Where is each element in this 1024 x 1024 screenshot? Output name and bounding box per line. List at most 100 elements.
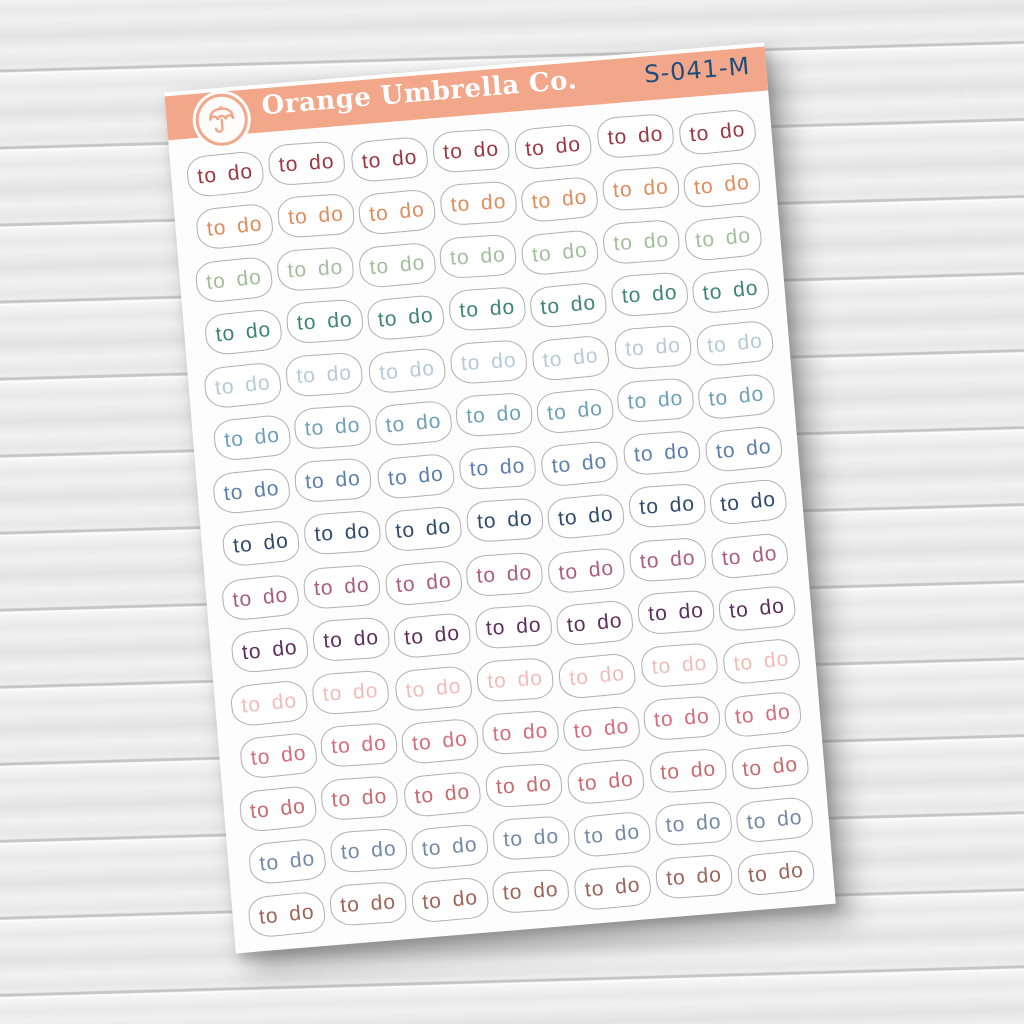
sticker-label: to do — [331, 784, 389, 811]
sticker: to do — [410, 876, 490, 924]
sticker: to do — [293, 404, 372, 451]
sticker: to do — [392, 611, 472, 660]
sticker: to do — [246, 890, 327, 939]
sticker-label: to do — [458, 295, 516, 322]
sticker: to do — [602, 218, 681, 266]
sticker: to do — [573, 863, 653, 912]
sticker: to do — [449, 339, 528, 386]
sticker-label: to do — [611, 174, 669, 202]
sticker-label: to do — [205, 265, 263, 294]
sticker: to do — [465, 550, 545, 597]
sticker-label: to do — [542, 343, 600, 373]
sticker: to do — [708, 478, 789, 527]
sticker-label: to do — [502, 877, 560, 905]
sticker: to do — [311, 669, 391, 716]
sticker: to do — [613, 324, 693, 371]
sticker: to do — [212, 413, 293, 463]
sticker-label: to do — [232, 529, 290, 558]
sticker-label: to do — [707, 382, 766, 411]
sticker-label: to do — [632, 439, 691, 467]
sticker-label: to do — [539, 290, 598, 319]
sticker: to do — [194, 202, 275, 251]
sticker: to do — [357, 188, 437, 237]
sticker: to do — [703, 425, 784, 474]
sticker: to do — [491, 868, 571, 915]
sticker-label: to do — [295, 307, 353, 335]
sticker-label: to do — [638, 492, 696, 520]
sticker-label: to do — [495, 771, 553, 799]
sticker-label: to do — [745, 805, 804, 834]
sticker-label: to do — [584, 872, 642, 902]
sticker: to do — [465, 497, 544, 544]
sticker-label: to do — [732, 646, 791, 675]
sticker-label: to do — [411, 726, 469, 755]
sticker: to do — [639, 641, 719, 689]
sticker-label: to do — [646, 597, 705, 625]
sticker-label: to do — [720, 540, 779, 570]
sticker: to do — [528, 281, 609, 330]
sticker-label: to do — [465, 401, 523, 428]
sticker: to do — [561, 704, 642, 753]
sticker-grid: to do to do to do to do to do to do to do to do… — [185, 102, 819, 942]
sticker-label: to do — [312, 572, 371, 600]
sticker-label: to do — [214, 317, 273, 347]
sticker-label: to do — [556, 502, 615, 531]
sticker: to do — [531, 334, 611, 383]
sticker-label: to do — [278, 149, 336, 177]
product-code: S-041-M — [643, 51, 752, 89]
sticker: to do — [438, 180, 518, 227]
sticker-label: to do — [322, 625, 380, 652]
sticker: to do — [383, 505, 464, 554]
sticker-label: to do — [360, 145, 418, 174]
sticker: to do — [393, 664, 473, 713]
sticker-label: to do — [491, 718, 549, 746]
sticker: to do — [535, 387, 615, 436]
sticker-label: to do — [304, 466, 362, 494]
sticker-label: to do — [626, 386, 685, 414]
sticker: to do — [311, 615, 390, 663]
sticker-label: to do — [449, 242, 507, 270]
sticker: to do — [275, 246, 355, 293]
sticker: to do — [367, 347, 447, 395]
sticker-label: to do — [612, 228, 671, 256]
sticker: to do — [648, 747, 728, 794]
sticker-label: to do — [368, 197, 426, 226]
sticker-label: to do — [449, 189, 507, 217]
sticker-label: to do — [339, 889, 397, 917]
sticker: to do — [229, 625, 310, 674]
sticker-label: to do — [286, 255, 344, 283]
sticker: to do — [554, 598, 635, 647]
sticker-label: to do — [394, 568, 453, 597]
sticker-label: to do — [223, 423, 282, 452]
sticker: to do — [400, 717, 480, 765]
sticker: to do — [696, 372, 777, 422]
sticker: to do — [202, 361, 283, 410]
sticker-label: to do — [249, 740, 308, 770]
sticker-label: to do — [413, 779, 471, 808]
sticker: to do — [627, 483, 707, 530]
sticker: to do — [513, 122, 594, 171]
sticker: to do — [383, 558, 464, 607]
sticker: to do — [475, 656, 555, 703]
sticker: to do — [557, 651, 638, 700]
sticker: to do — [194, 255, 274, 305]
sticker: to do — [654, 853, 734, 900]
sticker-label: to do — [286, 202, 345, 229]
sticker: to do — [653, 800, 733, 847]
sticker-label: to do — [546, 396, 604, 425]
sticker: to do — [683, 214, 764, 263]
sticker: to do — [601, 165, 680, 213]
sticker: to do — [721, 636, 802, 686]
sticker: to do — [267, 140, 347, 187]
sticker: to do — [566, 757, 646, 806]
sticker-label: to do — [550, 449, 609, 478]
sticker-label: to do — [303, 413, 362, 441]
sticker-label: to do — [339, 836, 397, 864]
sticker: to do — [519, 175, 600, 224]
sticker-label: to do — [240, 634, 299, 664]
sticker-label: to do — [650, 650, 708, 678]
sticker: to do — [238, 731, 319, 780]
sticker: to do — [293, 457, 373, 504]
sticker: to do — [302, 510, 382, 557]
sticker-label: to do — [719, 487, 778, 517]
